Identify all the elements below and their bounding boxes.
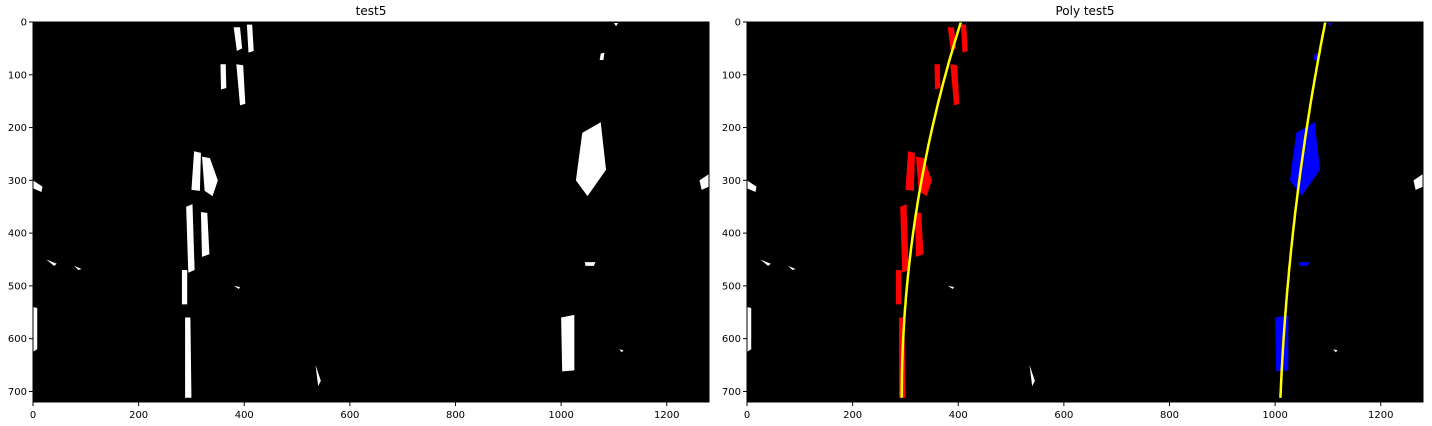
noise-speck (33, 180, 43, 192)
x-tick-label: 400 (949, 410, 968, 421)
panel-title: test5 (355, 4, 387, 18)
axes-frame (32, 21, 710, 403)
poly-fit-plot: 0 200 400 600 800 1000 1200 0 100 200 300 400 500 600… (722, 18, 1424, 421)
lane-pixels (33, 23, 709, 398)
x-tick-label: 0 (30, 410, 36, 421)
noise-speck (619, 349, 624, 353)
x-tick-label: 1000 (1262, 410, 1287, 421)
noise-speck (33, 307, 38, 352)
y-tick-label: 500 (722, 281, 741, 292)
left-lane-blob (960, 24, 968, 53)
noise-speck (699, 174, 709, 190)
left-fit-line (900, 21, 963, 398)
noise-speck (788, 265, 796, 271)
y-tick-label: 200 (8, 123, 27, 134)
left-lane-blob (246, 24, 254, 53)
y-tick-label: 700 (722, 387, 741, 398)
y-tick-label: 300 (722, 176, 741, 187)
noise-speck (1333, 349, 1338, 353)
noise-speck (315, 365, 321, 387)
x-tick-label: 1200 (1368, 410, 1393, 421)
left-lane-blob (200, 212, 210, 257)
right-lane-blob (599, 52, 605, 60)
y-tick-label: 100 (722, 70, 741, 81)
y-tick-label: 500 (8, 281, 27, 292)
x-tick-label: 200 (129, 410, 148, 421)
left-lane-blob (185, 317, 192, 398)
left-lane-blob (220, 64, 227, 90)
noise-speck (760, 259, 771, 266)
x-tick-label: 600 (340, 410, 359, 421)
noise-speck (1413, 174, 1423, 190)
right-lane-blob (1327, 23, 1333, 27)
left-lane-blob (895, 270, 902, 305)
left-lane-blob (181, 270, 188, 305)
y-tick-label: 400 (8, 229, 27, 240)
left-lane-blob (236, 64, 246, 106)
y-tick-label: 200 (722, 123, 741, 134)
right-fit-line (1279, 21, 1327, 398)
noise-speck (947, 285, 955, 290)
binary-plot: 0 200 400 600 800 1000 1200 0 100 200 300 400 500 600… (8, 18, 710, 421)
y-tick-label: 100 (8, 70, 27, 81)
right-lane-blob (575, 122, 607, 197)
left-lane-blob (900, 204, 909, 273)
x-tick-label: 200 (843, 410, 862, 421)
image-background (747, 22, 1423, 402)
left-lane-blob (191, 151, 201, 191)
y-tick-label: 400 (722, 229, 741, 240)
axes-frame (746, 21, 1424, 403)
y-tick-label: 0 (735, 18, 741, 29)
left-lane-blob (934, 64, 941, 90)
noise-speck (74, 265, 82, 271)
right-lane-blob (1298, 262, 1310, 266)
x-tick-label: 1000 (548, 410, 573, 421)
y-tick-label: 700 (8, 387, 27, 398)
binary-image-panel: test5 0 200 400 600 800 1000 1200 0 100 200 300 400… (0, 0, 712, 426)
noise-speck (747, 307, 752, 352)
noise-speck (747, 180, 757, 192)
x-tick-label: 600 (1054, 410, 1073, 421)
left-lane-blob (202, 156, 218, 197)
image-background (33, 22, 709, 402)
left-lane-blob (186, 204, 195, 273)
x-tick-label: 1200 (654, 410, 679, 421)
y-tick-label: 600 (722, 334, 741, 345)
right-lane-blob (584, 262, 596, 266)
noise-speck (1029, 365, 1035, 387)
noise-speck (46, 259, 57, 266)
y-tick-label: 600 (8, 334, 27, 345)
y-tick-label: 0 (21, 18, 27, 29)
left-lane-blob (950, 64, 960, 106)
right-lane-blob (561, 314, 575, 372)
x-tick-label: 400 (235, 410, 254, 421)
x-tick-label: 800 (446, 410, 465, 421)
poly-fit-panel: Poly test5 0 200 400 600 800 1000 1200 0 100 200 3… (712, 0, 1432, 426)
left-lane-blob (233, 27, 243, 52)
left-lane-blob (905, 151, 915, 191)
left-lane-blob (914, 212, 924, 257)
y-tick-label: 300 (8, 176, 27, 187)
right-lane-blob (613, 23, 619, 27)
right-lane-blob (1289, 122, 1321, 197)
x-tick-label: 800 (1160, 410, 1179, 421)
panel-title: Poly test5 (1055, 4, 1115, 18)
noise-speck (233, 285, 241, 290)
x-tick-label: 0 (744, 410, 750, 421)
